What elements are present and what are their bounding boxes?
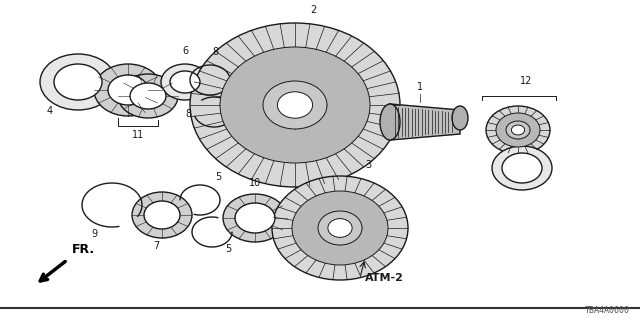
Ellipse shape (130, 83, 166, 109)
Ellipse shape (220, 47, 370, 163)
Ellipse shape (54, 64, 102, 100)
Text: ATM-2: ATM-2 (365, 273, 404, 283)
Ellipse shape (132, 192, 192, 238)
Text: FR.: FR. (72, 243, 95, 256)
Text: 5: 5 (225, 244, 231, 254)
Ellipse shape (40, 54, 116, 110)
Text: 11: 11 (132, 130, 144, 140)
Text: 5: 5 (215, 172, 221, 182)
Ellipse shape (235, 203, 275, 233)
Text: 3: 3 (365, 160, 371, 170)
Ellipse shape (328, 219, 352, 237)
Text: 1: 1 (417, 82, 423, 92)
Polygon shape (390, 104, 460, 140)
Ellipse shape (496, 113, 540, 147)
Ellipse shape (263, 81, 327, 129)
Text: 2: 2 (310, 5, 316, 15)
Ellipse shape (511, 125, 525, 135)
Ellipse shape (144, 201, 180, 229)
Ellipse shape (318, 211, 362, 245)
Ellipse shape (452, 106, 468, 130)
Text: 7: 7 (153, 241, 159, 251)
Ellipse shape (492, 146, 552, 190)
Ellipse shape (190, 23, 400, 187)
Text: 9: 9 (91, 229, 97, 239)
Ellipse shape (94, 64, 162, 116)
Ellipse shape (108, 75, 148, 105)
Ellipse shape (502, 153, 542, 183)
Text: 12: 12 (520, 76, 532, 86)
Ellipse shape (292, 191, 388, 265)
Ellipse shape (506, 121, 530, 139)
Ellipse shape (272, 176, 408, 280)
Text: 10: 10 (249, 178, 261, 188)
Ellipse shape (380, 104, 400, 140)
Ellipse shape (161, 64, 209, 100)
Text: 6: 6 (182, 46, 188, 56)
Ellipse shape (170, 71, 200, 93)
Text: 4: 4 (47, 106, 53, 116)
Ellipse shape (223, 194, 287, 242)
Text: 8: 8 (185, 109, 191, 119)
Ellipse shape (118, 74, 178, 118)
Ellipse shape (277, 92, 312, 118)
Text: TBA4A0600: TBA4A0600 (585, 306, 630, 315)
Ellipse shape (486, 106, 550, 154)
Text: 8: 8 (212, 47, 218, 57)
